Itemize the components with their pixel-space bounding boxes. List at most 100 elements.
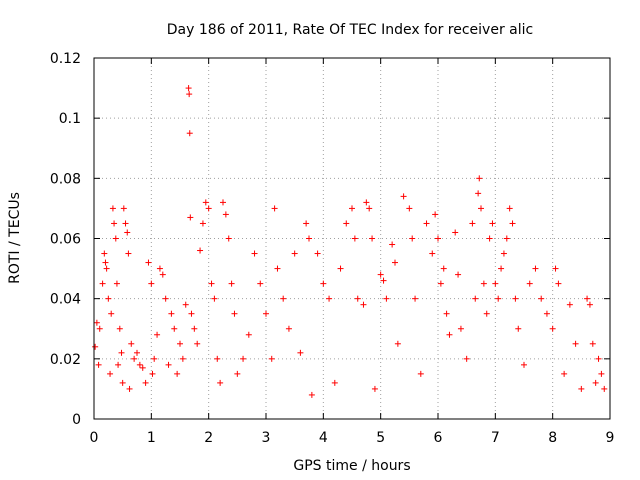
x-tick-label: 6 [434, 430, 443, 446]
data-point [392, 259, 398, 266]
data-point [400, 193, 407, 200]
data-point [314, 250, 321, 257]
data-point [214, 355, 221, 362]
data-point [509, 220, 516, 227]
data-point [303, 220, 310, 227]
data-point [389, 241, 396, 248]
data-point [159, 271, 166, 278]
data-point [145, 259, 152, 266]
data-point [122, 220, 129, 227]
axis-ticks [93, 57, 611, 420]
chart-title: Day 186 of 2011, Rate Of TEC Index for r… [167, 22, 533, 38]
data-point [101, 250, 108, 257]
data-point [95, 361, 102, 368]
data-point [543, 310, 550, 317]
data-point [455, 271, 462, 278]
data-point [240, 355, 247, 362]
data-point [111, 220, 118, 227]
data-point [115, 361, 122, 368]
data-point [142, 379, 149, 386]
data-point [526, 280, 533, 287]
y-tick-label: 0 [72, 412, 81, 428]
data-point [139, 364, 146, 371]
data-point [538, 295, 545, 302]
data-point [126, 385, 133, 392]
data-point [234, 370, 241, 377]
data-point [197, 247, 204, 254]
x-tick-label: 2 [204, 430, 213, 446]
data-point [452, 229, 459, 236]
data-point [555, 280, 562, 287]
data-point [521, 361, 527, 368]
data-point [297, 349, 304, 356]
data-point [469, 220, 476, 227]
data-point [186, 91, 193, 98]
data-point [476, 175, 483, 182]
data-point [162, 295, 169, 302]
data-point [116, 325, 123, 332]
y-tick-label: 0.08 [50, 171, 81, 187]
data-point [331, 379, 338, 386]
data-point [105, 295, 112, 302]
data-point [149, 370, 156, 377]
data-point [371, 385, 378, 392]
data-point [108, 310, 115, 317]
data-point [125, 250, 132, 257]
data-point [409, 235, 416, 242]
data-point [369, 235, 376, 242]
data-point [285, 325, 292, 332]
data-point [93, 319, 100, 326]
data-point [489, 220, 496, 227]
data-point [412, 295, 419, 302]
data-point [188, 310, 195, 317]
data-point [552, 265, 559, 272]
data-point [561, 370, 568, 377]
data-point [320, 280, 327, 287]
data-point [601, 385, 608, 392]
data-point [107, 370, 114, 377]
data-point [96, 325, 103, 332]
data-series-roti [92, 85, 608, 398]
data-point [578, 385, 585, 392]
data-point [151, 355, 158, 362]
data-point [495, 295, 502, 302]
data-point [363, 199, 370, 206]
data-point [492, 280, 499, 287]
data-point [124, 229, 131, 236]
data-point [394, 340, 401, 347]
data-point [92, 343, 99, 350]
data-point [549, 325, 556, 332]
x-tick-label: 7 [491, 430, 500, 446]
data-point [435, 235, 441, 242]
data-point [380, 277, 387, 284]
data-point [225, 235, 232, 242]
data-point [351, 235, 358, 242]
data-point [118, 349, 125, 356]
data-point [326, 295, 333, 302]
data-point [486, 235, 493, 242]
data-point [165, 361, 172, 368]
data-point [274, 265, 281, 272]
data-point [512, 295, 519, 302]
data-point [566, 301, 573, 308]
data-point [102, 259, 109, 266]
data-point [366, 205, 373, 212]
data-point [251, 250, 258, 257]
data-point [343, 220, 350, 227]
x-tick-labels: 0 1 2 3 4 5 6 7 8 9 [90, 430, 615, 446]
data-point [191, 325, 198, 332]
x-axis-label: GPS time / hours [293, 458, 410, 474]
y-tick-label: 0.12 [50, 51, 81, 67]
data-point [186, 130, 193, 137]
data-point [500, 250, 507, 257]
data-point [457, 325, 464, 332]
data-point [199, 220, 206, 227]
data-point [432, 211, 439, 218]
data-point [263, 310, 269, 317]
data-point [271, 205, 278, 212]
data-point [187, 214, 194, 221]
data-point [257, 280, 264, 287]
data-point [475, 190, 482, 197]
y-tick-labels: 0 0.02 0.04 0.06 0.08 0.1 0.12 [50, 51, 81, 428]
